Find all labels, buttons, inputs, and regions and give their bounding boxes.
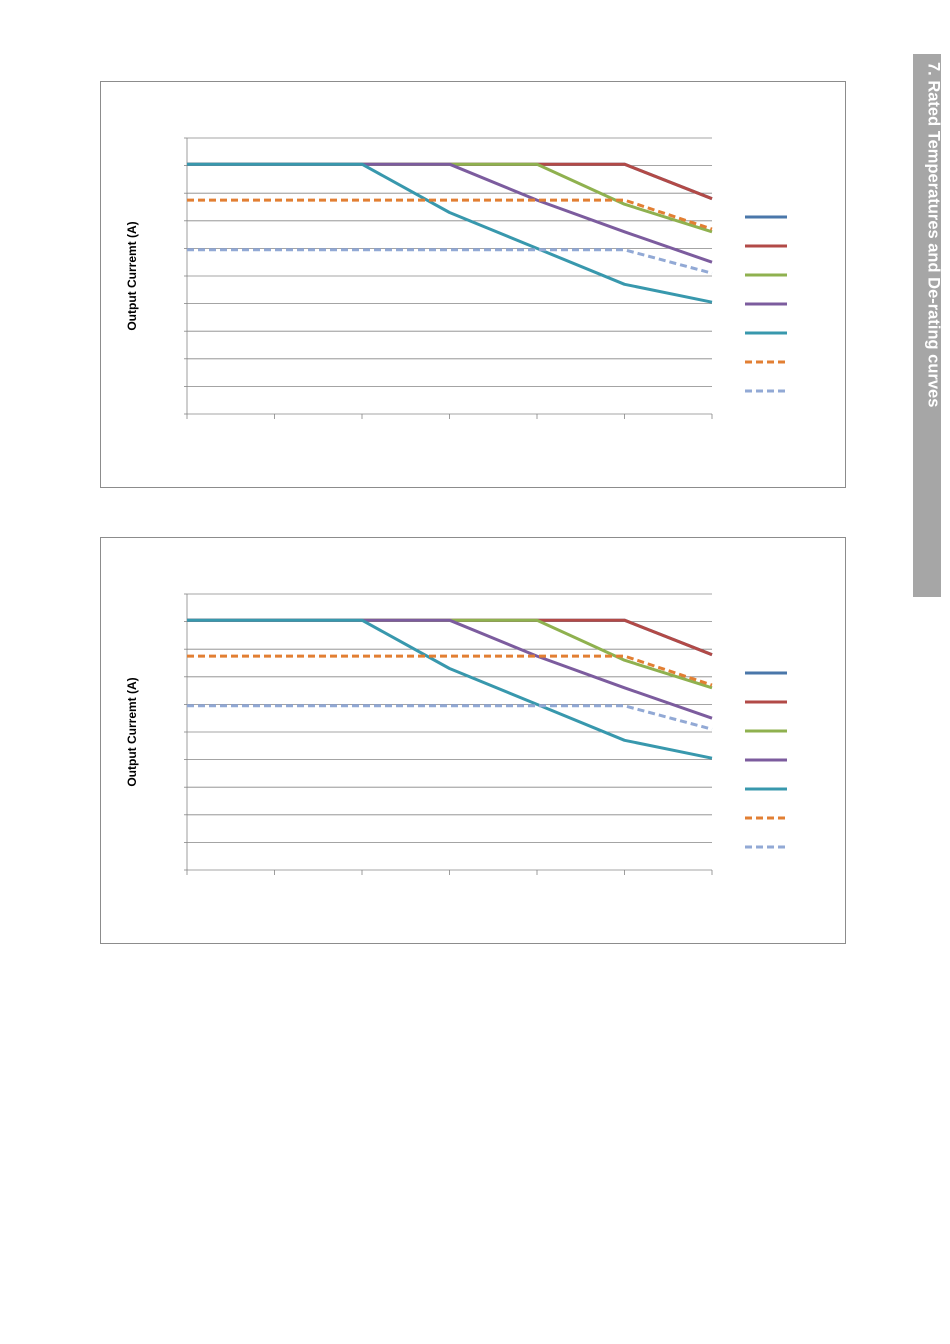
series-line-3 (187, 162, 713, 234)
chart-svg: Output Curremt (A) (125, 137, 787, 419)
chart-svg: Output Curremt (A) (125, 593, 787, 875)
y-axis-label: Output Curremt (A) (125, 221, 139, 330)
series-line-7 (187, 248, 713, 275)
series-line-6 (187, 654, 713, 687)
series-line-6 (187, 198, 713, 231)
series-line-5 (187, 162, 713, 304)
series-line-5 (187, 618, 713, 760)
section-tab-title: 7. Rated Temperatures and De-rating curv… (924, 62, 943, 408)
derating-chart-2: Output Curremt (A) (100, 537, 846, 944)
series-line-3 (187, 618, 713, 690)
section-tab: 7. Rated Temperatures and De-rating curv… (913, 54, 943, 597)
y-axis-label: Output Curremt (A) (125, 677, 139, 786)
series-line-7 (187, 704, 713, 731)
derating-chart-1: Output Curremt (A) (100, 81, 846, 488)
